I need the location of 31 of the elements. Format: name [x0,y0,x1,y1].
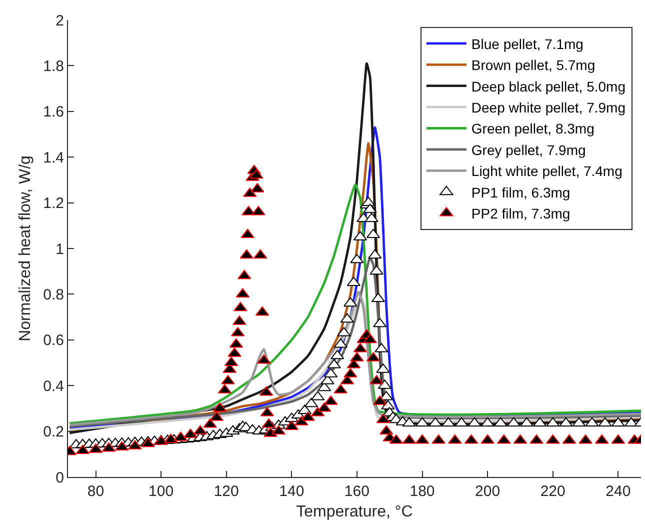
legend-label: Grey pellet, 7.9mg [471,142,586,158]
y-tick-label: 0.8 [43,286,64,304]
legend-label: PP1 film, 6.3mg [471,184,570,200]
legend-label: Deep black pellet, 5.0mg [471,78,626,94]
x-tick-label: 200 [475,483,500,500]
y-tick-label: 0.2 [43,424,64,441]
legend-label: PP2 film, 7.3mg [471,206,570,222]
y-tick-label: 1 [56,240,64,258]
x-axis-title: Temperature, °C [296,504,413,521]
x-tick-label: 140 [279,483,304,500]
x-tick-label: 80 [87,483,104,500]
y-tick-label: 0 [56,469,64,486]
y-tick-label: 1.2 [43,195,64,212]
y-tick-label: 2 [56,12,64,30]
legend-label: Brown pellet, 5.7mg [471,57,596,74]
y-axis-title: Normalized heat flow, W/g [17,156,34,342]
y-tick-label: 1.4 [43,149,64,166]
legend-label: Blue pellet, 7.1mg [471,36,584,52]
legend-label: Deep white pellet, 7.9mg [471,100,626,116]
y-tick-label: 1.8 [43,58,64,75]
x-tick-label: 100 [148,483,174,500]
x-tick-label: 240 [606,483,631,500]
x-tick-label: 160 [344,483,370,500]
x-tick-label: 180 [410,483,435,500]
x-tick-label: 220 [540,483,566,500]
legend-label: Green pellet, 8.3mg [471,120,594,137]
y-tick-label: 1.6 [43,104,64,121]
legend-label: Light white pellet, 7.4mg [471,163,622,180]
x-tick-label: 120 [214,483,239,500]
y-tick-label: 0.6 [43,332,64,350]
y-tick-label: 0.4 [43,378,64,395]
